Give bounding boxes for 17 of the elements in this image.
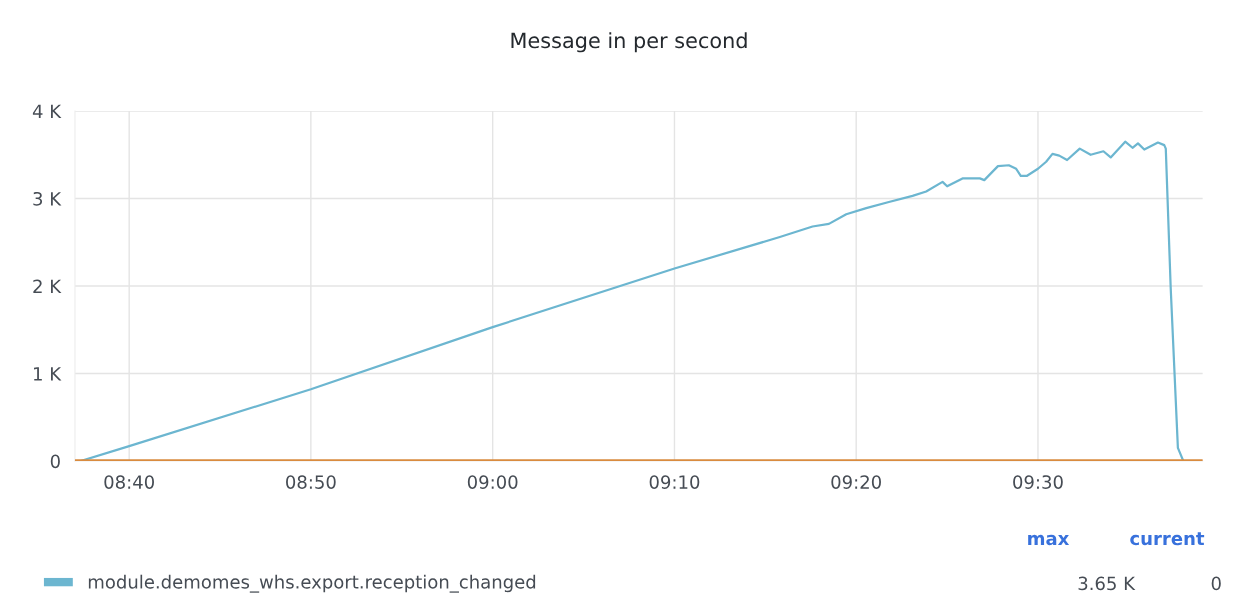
y-tick-label: 4 K xyxy=(32,104,62,118)
x-tick-label: 08:50 xyxy=(286,475,336,489)
y-tick-label: 2 K xyxy=(33,279,62,293)
x-tick-label: 08:40 xyxy=(104,475,154,489)
text: current xyxy=(1130,532,1205,546)
x-tick-label: 09:00 xyxy=(467,475,518,489)
y-tick-label: 3 K xyxy=(33,191,62,206)
text: max xyxy=(1028,534,1070,546)
legend-label: module.demomes_whs.export.reception_changed xyxy=(88,574,536,593)
y-tick-label: 0 xyxy=(50,454,60,469)
chart-title: Message in per second xyxy=(511,32,747,53)
text: 0 xyxy=(1211,576,1221,591)
x-tick-label: 09:20 xyxy=(831,475,881,489)
x-tick-label: 09:30 xyxy=(1013,475,1063,489)
text: 3.65 K xyxy=(1078,576,1136,591)
x-tick-label: 09:10 xyxy=(649,475,700,489)
y-tick-label: 1 K xyxy=(34,367,62,381)
